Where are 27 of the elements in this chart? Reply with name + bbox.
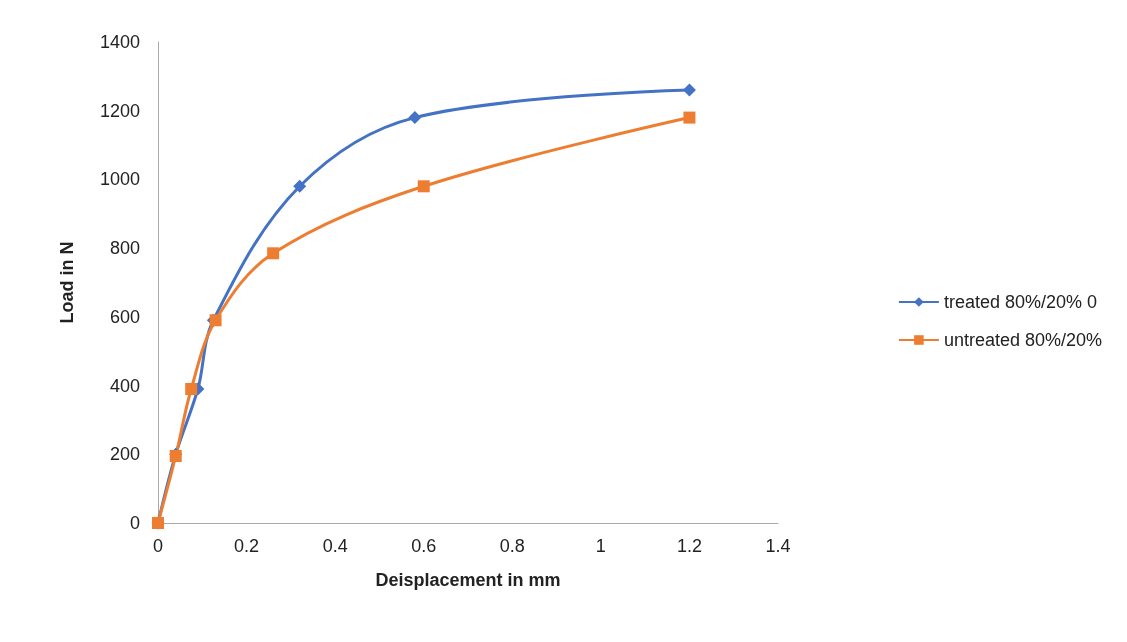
x-tick-label: 0.8 [499, 536, 525, 556]
y-axis-title: Load in N [57, 241, 77, 324]
point [408, 111, 422, 125]
point [682, 83, 696, 97]
x-tick-label: 1 [595, 536, 606, 556]
y-tick-label: 0 [129, 513, 140, 533]
legend-label: untreated 80%/20% [943, 330, 1103, 350]
legend-label: treated 80%/20% 0 [943, 292, 1097, 312]
y-tick-label: 1200 [99, 100, 140, 121]
x-tick-label: 1.2 [676, 536, 702, 556]
y-tick-label: 400 [109, 375, 140, 396]
point [185, 383, 198, 396]
point [417, 180, 430, 193]
point [267, 247, 280, 260]
y-tick-label: 1400 [99, 32, 140, 52]
y-tick-label: 800 [109, 238, 140, 259]
y-tick-label: 600 [109, 306, 140, 327]
x-axis-title: Deisplacement in mm [375, 570, 561, 590]
x-tick-label: 1.4 [765, 536, 791, 556]
x-tick-label: 0.6 [411, 536, 437, 556]
x-tick-label: 0.2 [234, 536, 260, 556]
point [683, 111, 696, 124]
point [293, 179, 307, 193]
y-tick-label: 200 [109, 444, 140, 465]
x-tick-label: 0 [152, 536, 164, 556]
y-tick-label: 1000 [99, 169, 140, 190]
x-tick-label: 0.4 [322, 536, 348, 556]
